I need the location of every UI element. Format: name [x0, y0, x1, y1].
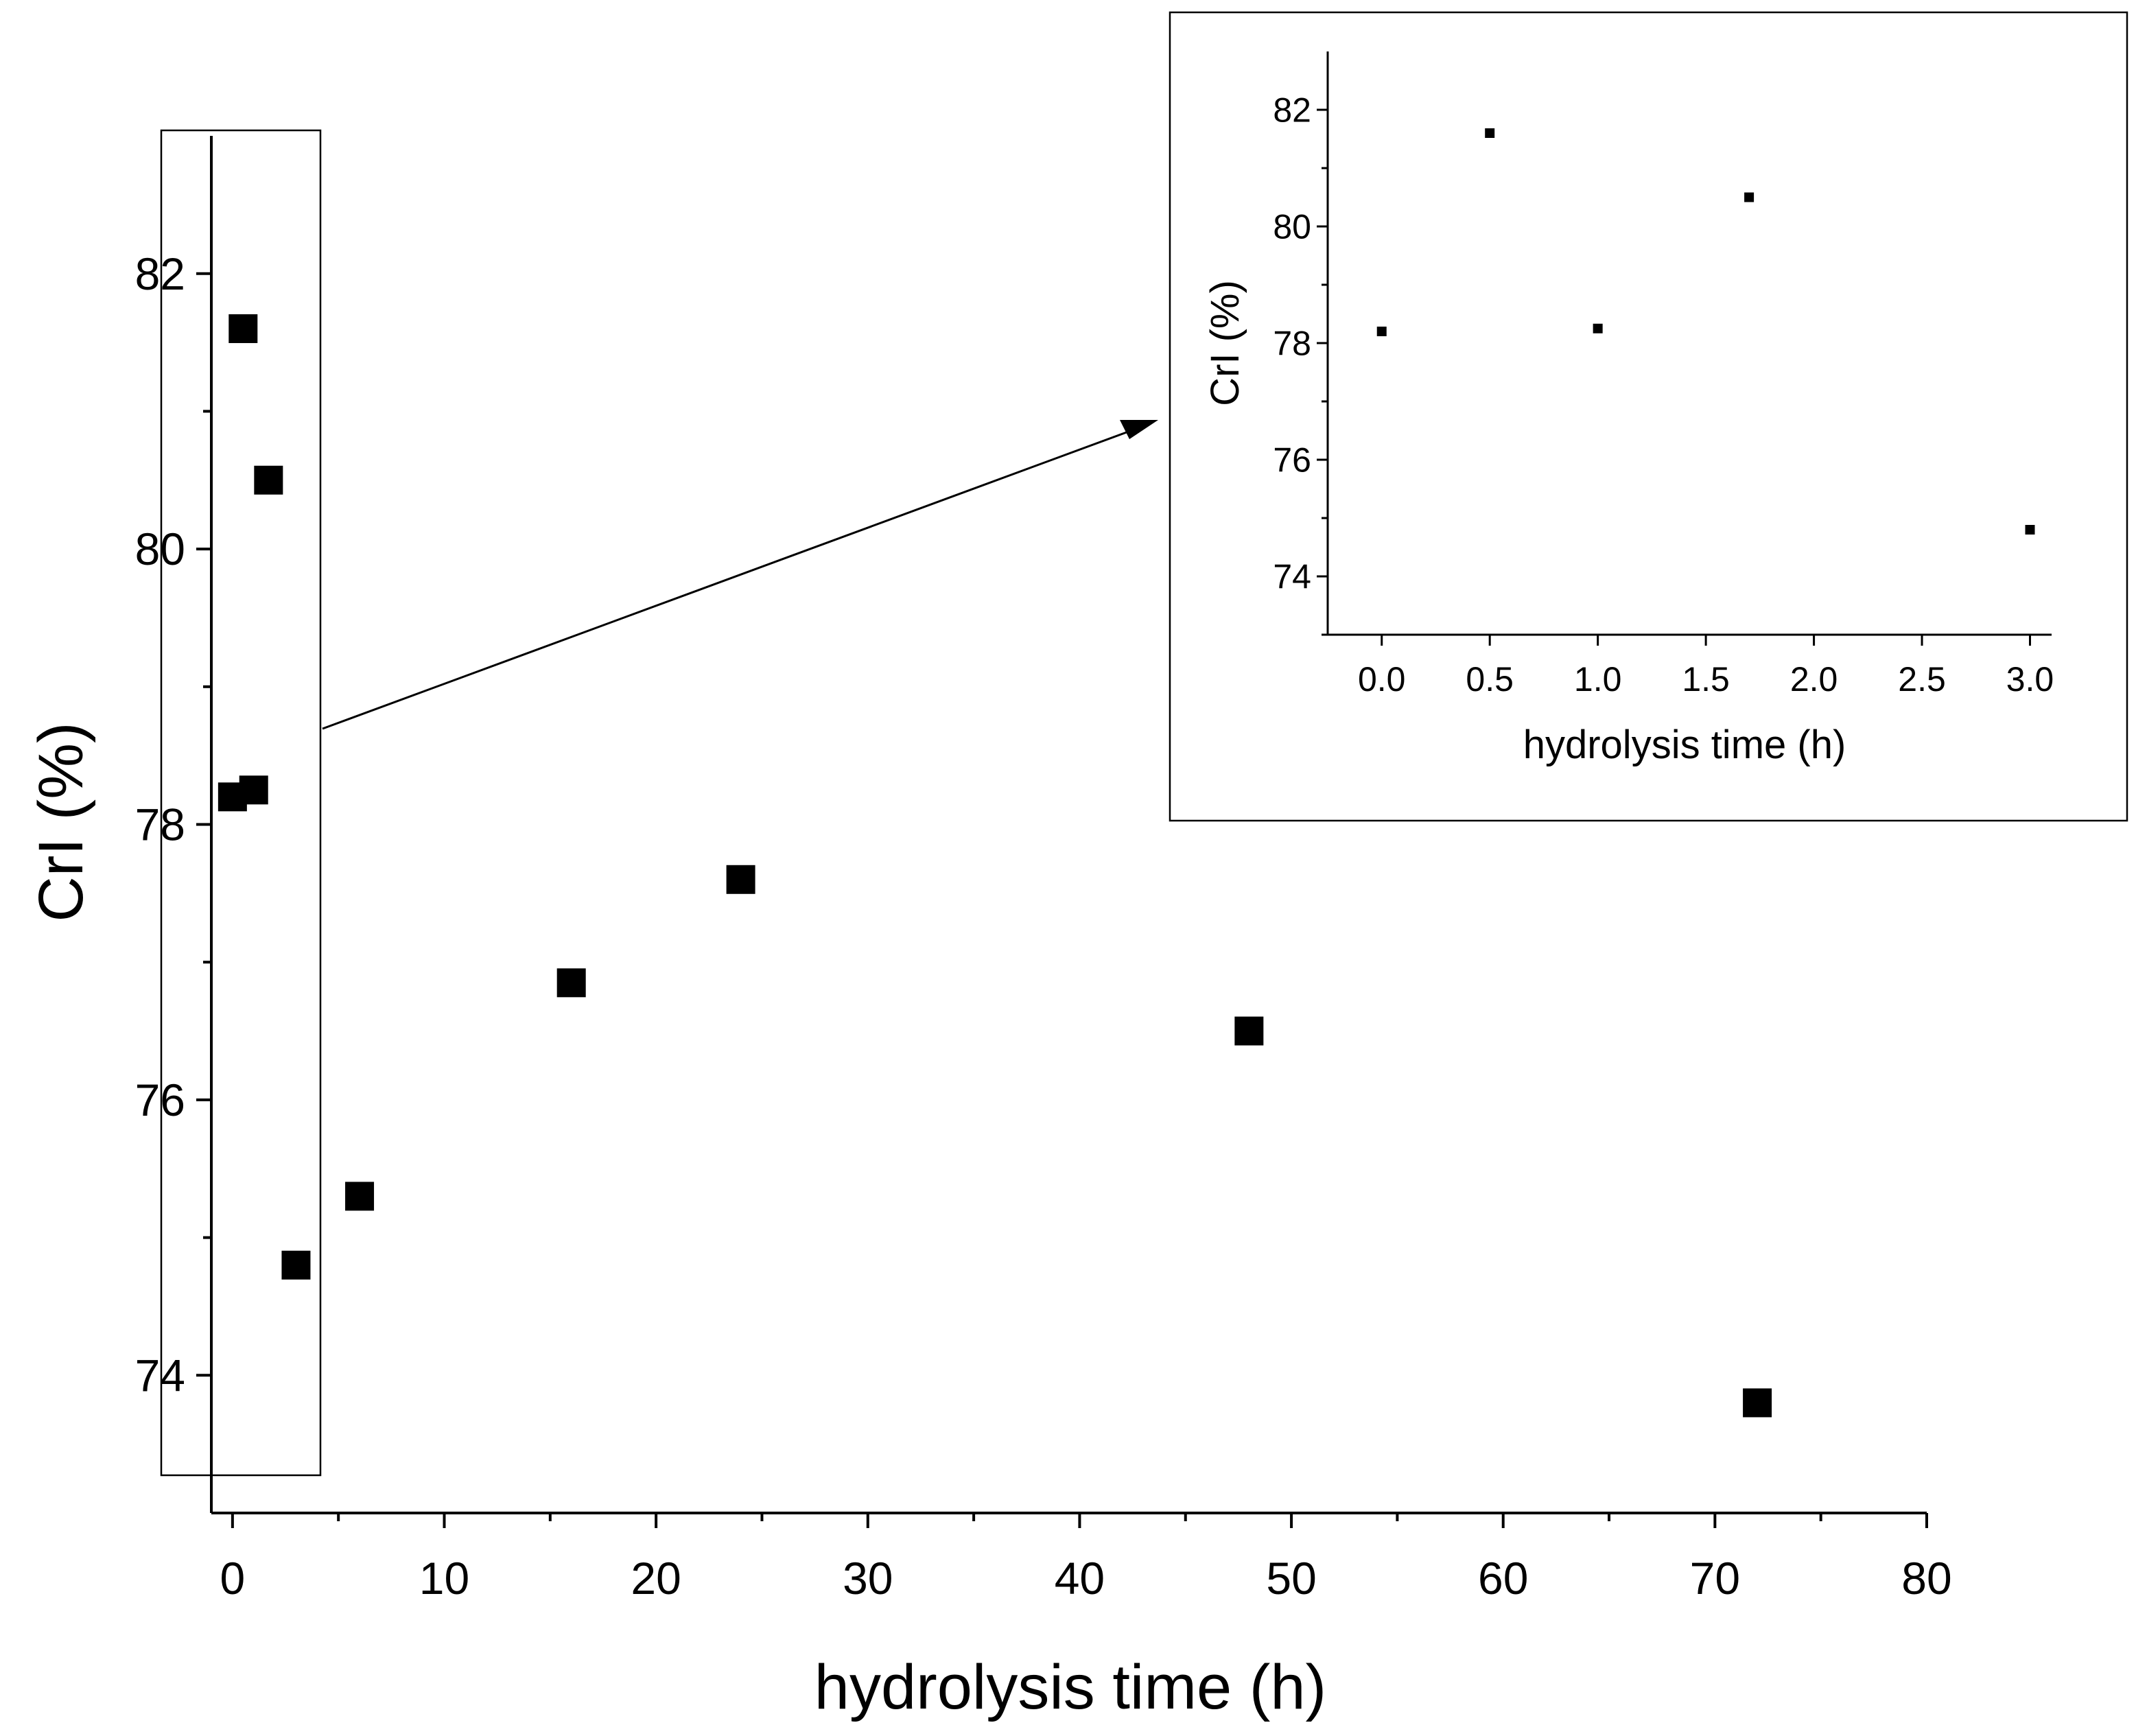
main-x-tick-label: 60 [1478, 1553, 1528, 1604]
inset-x-tick-label: 1.5 [1682, 660, 1730, 699]
main-data-point [281, 1250, 311, 1280]
main-data-point [556, 968, 586, 998]
main-data-point [228, 314, 258, 343]
main-x-axis-title: hydrolysis time (h) [814, 1652, 1326, 1722]
inset-data-point [1593, 323, 1603, 333]
main-x-tick-label: 10 [419, 1553, 469, 1604]
inset-data-point [1485, 128, 1495, 138]
main-points [218, 314, 1772, 1418]
inset-y-ticks: 74 76 78 80 82 [1273, 91, 1328, 636]
inset-data-point [1376, 327, 1387, 336]
main-y-tick-label: 82 [135, 248, 185, 299]
main-x-ticks: 0 10 20 30 40 50 60 70 80 [220, 1513, 1952, 1604]
zoom-arrow [322, 420, 1158, 730]
inset-points [1376, 128, 2035, 535]
zoom-arrowhead [1120, 420, 1158, 439]
main-x-tick-label: 70 [1690, 1553, 1740, 1604]
inset-x-tick-label: 2.5 [1898, 660, 1946, 699]
main-x-tick-label: 50 [1266, 1553, 1316, 1604]
main-y-tick-label: 76 [135, 1075, 185, 1125]
inset-x-tick-label: 0.5 [1466, 660, 1514, 699]
inset-y-tick-label: 80 [1273, 208, 1311, 246]
inset-y-tick-label: 82 [1273, 91, 1311, 130]
main-x-tick-label: 20 [631, 1553, 681, 1604]
main-y-ticks: 74 76 78 80 82 [135, 248, 211, 1400]
inset-chart: 0.0 0.5 1.0 1.5 2.0 2.5 3.0 74 76 78 80 82 hydroly… [1169, 11, 2128, 822]
main-data-point [726, 865, 755, 894]
main-data-point [345, 1182, 375, 1211]
main-x-tick-label: 30 [843, 1553, 893, 1604]
inset-frame [1169, 11, 2128, 822]
inset-x-ticks: 0.0 0.5 1.0 1.5 2.0 2.5 3.0 [1358, 635, 2054, 699]
main-x-tick-label: 0 [220, 1553, 246, 1604]
inset-data-point [1744, 192, 1754, 202]
inset-x-axis-title: hydrolysis time (h) [1523, 723, 1846, 767]
main-x-tick-label: 80 [1901, 1553, 1951, 1604]
inset-y-tick-label: 78 [1273, 325, 1311, 363]
main-data-point [1743, 1388, 1772, 1418]
inset-x-tick-label: 0.0 [1358, 660, 1406, 699]
main-y-tick-label: 74 [135, 1350, 185, 1400]
main-chart: 0 10 20 30 40 50 60 70 80 74 76 78 80 82 hydrolysis … [26, 129, 1952, 1722]
main-data-point [1234, 1016, 1264, 1046]
inset-y-axis-title: CrI (%) [1203, 280, 1247, 406]
zoom-region-box [160, 129, 322, 1477]
inset-x-tick-label: 3.0 [2006, 660, 2054, 699]
main-y-tick-label: 80 [135, 524, 185, 574]
inset-x-tick-label: 2.0 [1790, 660, 1838, 699]
inset-y-tick-label: 76 [1273, 441, 1311, 480]
inset-y-tick-label: 74 [1273, 558, 1311, 596]
main-data-point [239, 775, 268, 805]
main-y-tick-label: 78 [135, 799, 185, 850]
main-x-tick-label: 40 [1055, 1553, 1105, 1604]
zoom-arrow-line [322, 429, 1133, 730]
main-y-axis-title: CrI (%) [26, 722, 96, 922]
inset-data-point [2025, 525, 2035, 535]
main-data-point [254, 465, 283, 495]
inset-x-tick-label: 1.0 [1574, 660, 1622, 699]
